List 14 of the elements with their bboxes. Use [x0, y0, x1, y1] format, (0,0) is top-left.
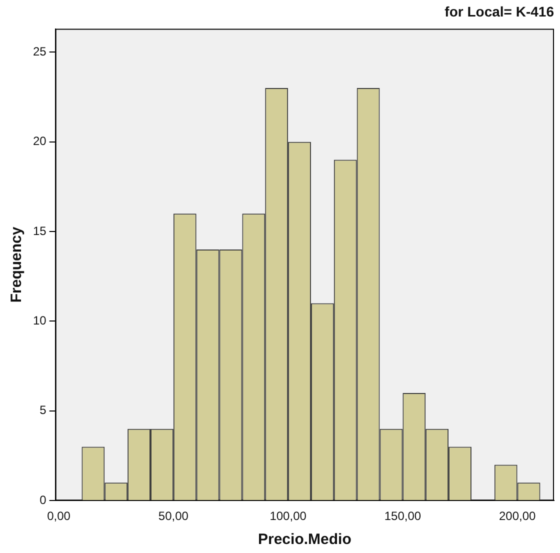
y-tick-label: 0 [40, 492, 47, 507]
x-tick-label: 50,00 [158, 509, 189, 524]
chart-title: for Local= K-416 [444, 3, 554, 20]
y-tick-label: 10 [32, 314, 47, 328]
y-tick-label: 15 [32, 224, 47, 238]
y-tick-label: 25 [32, 44, 47, 58]
x-axis-title: Precio.Medio [258, 531, 352, 548]
y-tick-label: 20 [32, 134, 47, 148]
x-tick-label: 100,00 [270, 509, 307, 524]
x-tick-label: 200,00 [498, 509, 536, 524]
x-tick-label: 0,00 [47, 509, 71, 524]
y-tick-label: 5 [40, 403, 47, 418]
x-tick-label: 150,00 [384, 509, 422, 524]
y-axis-title: Frequency [8, 226, 26, 303]
